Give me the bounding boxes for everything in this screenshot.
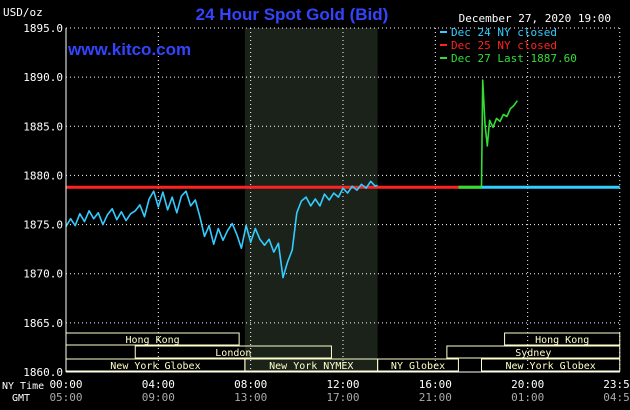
y-tick-label: 1895.0: [23, 22, 63, 35]
x-tick-label-gmt: 17:00: [326, 391, 359, 404]
x-tick-label-ny: 16:00: [419, 378, 452, 391]
chart-date: December 27, 2020 19:00: [459, 12, 611, 25]
session-label: New York NYMEX: [269, 361, 353, 372]
x-tick-label-gmt: 21:00: [419, 391, 452, 404]
session-box: [504, 332, 621, 346]
session-box: [134, 345, 332, 359]
y-tick-label: 1875.0: [23, 219, 63, 232]
y-tick-label: 1890.0: [23, 71, 63, 84]
x-tick-label-ny: 04:00: [142, 378, 175, 391]
session-label: London: [215, 348, 251, 359]
session-label: New York Globex: [505, 361, 595, 372]
x-tick-label-ny: 23:59: [603, 378, 630, 391]
session-box: [446, 345, 621, 359]
legend-label: Dec 27 Last 1887.60: [451, 52, 577, 65]
session-label: Hong Kong: [125, 335, 179, 346]
legend-label: Dec 25 NY closed: [451, 39, 557, 52]
y-tick-label: 1885.0: [23, 120, 63, 133]
x-tick-label-ny: 12:00: [326, 378, 359, 391]
series-line: [65, 180, 378, 279]
session-label: NY Globex: [391, 361, 445, 372]
y-axis: 1860.0 1865.0 1870.0 1875.0 1880.0 1885.0 1890…: [23, 22, 67, 379]
units-label: USD/oz: [3, 6, 43, 19]
y-tick-label: 1880.0: [23, 169, 63, 182]
y-tick-label: 1870.0: [23, 268, 63, 281]
x-tick-label-gmt: 04:59: [603, 391, 630, 404]
nymex-highlight-band: [244, 28, 378, 372]
legend-label: Dec 24 NY closed: [451, 26, 557, 39]
series-line: [480, 79, 518, 187]
y-tick-label: 1860.0: [23, 366, 63, 379]
y-tick-label: 1865.0: [23, 317, 63, 330]
x-tick-label-gmt: 09:00: [142, 391, 175, 404]
watermark: www.kitco.com: [67, 40, 191, 59]
x-tick-label-ny: 00:00: [49, 378, 82, 391]
x-tick-label-gmt: 13:00: [234, 391, 267, 404]
chart-title: 24 Hour Spot Gold (Bid): [196, 5, 389, 24]
x-tick-label-ny: 08:00: [234, 378, 267, 391]
session-label: Hong Kong: [535, 335, 589, 346]
session-label: New York Globex: [110, 361, 200, 372]
x-tick-label-gmt: 05:00: [49, 391, 82, 404]
session-box: [481, 358, 621, 372]
session-label: Sydney: [515, 348, 551, 359]
ny-time-label: NY Time: [2, 381, 44, 392]
session-box: [377, 358, 459, 372]
gmt-label: GMT: [12, 393, 30, 404]
x-tick-label-gmt: 01:00: [511, 391, 544, 404]
price-series: [65, 79, 518, 279]
x-tick-label-ny: 20:00: [511, 378, 544, 391]
